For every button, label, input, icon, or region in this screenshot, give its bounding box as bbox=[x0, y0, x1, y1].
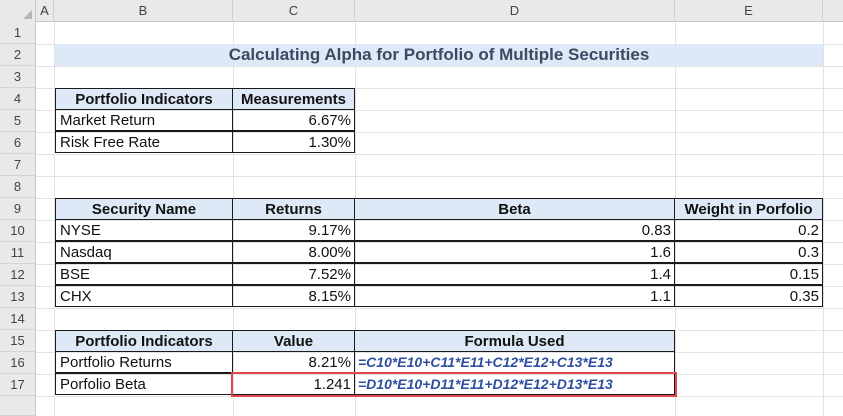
gridline bbox=[36, 132, 843, 133]
table2-cell[interactable]: 7.52% bbox=[232, 263, 355, 285]
table3-cell[interactable]: Portfolio Returns bbox=[55, 351, 233, 373]
table2-cell[interactable]: 8.00% bbox=[232, 241, 355, 263]
column-header-c[interactable]: C bbox=[233, 0, 355, 22]
table2-cell[interactable]: 9.17% bbox=[232, 219, 355, 241]
row-header-17[interactable]: 17 bbox=[0, 374, 36, 396]
table1-header-indicators[interactable]: Portfolio Indicators bbox=[55, 88, 233, 110]
row-header-15[interactable]: 15 bbox=[0, 330, 36, 352]
table1-cell[interactable]: 6.67% bbox=[232, 109, 355, 131]
table3-header-indicators[interactable]: Portfolio Indicators bbox=[55, 330, 233, 352]
highlight-box bbox=[231, 372, 677, 397]
formula-text[interactable]: =C10*E10+C11*E11+C12*E12+C13*E13 bbox=[354, 351, 675, 373]
table2-cell[interactable]: 0.35 bbox=[674, 285, 823, 307]
column-header-e[interactable]: E bbox=[675, 0, 823, 22]
row-header-16[interactable]: 16 bbox=[0, 352, 36, 374]
row-header-4[interactable]: 4 bbox=[0, 88, 36, 110]
table2-header-weight[interactable]: Weight in Porfolio bbox=[674, 198, 823, 220]
gridline bbox=[36, 66, 843, 67]
row-header-10[interactable]: 10 bbox=[0, 220, 36, 242]
table1-cell[interactable]: Market Return bbox=[55, 109, 233, 131]
row-header-6[interactable]: 6 bbox=[0, 132, 36, 154]
select-all-corner[interactable] bbox=[0, 0, 36, 22]
row-header-14[interactable]: 14 bbox=[0, 308, 36, 330]
select-all-icon bbox=[23, 10, 32, 19]
table2-cell[interactable]: 0.83 bbox=[354, 219, 675, 241]
row-header-11[interactable]: 11 bbox=[0, 242, 36, 264]
table1-cell[interactable]: Risk Free Rate bbox=[55, 131, 233, 153]
row-header-3[interactable]: 3 bbox=[0, 66, 36, 88]
column-header-d[interactable]: D bbox=[355, 0, 675, 22]
gridline bbox=[36, 264, 843, 265]
sheet-title[interactable]: Calculating Alpha for Portfolio of Multi… bbox=[55, 44, 823, 66]
gridline bbox=[36, 308, 843, 309]
table3-header-formula[interactable]: Formula Used bbox=[354, 330, 675, 352]
gridline bbox=[36, 352, 843, 353]
gridline bbox=[36, 176, 843, 177]
table2-cell[interactable]: NYSE bbox=[55, 219, 233, 241]
gridline bbox=[36, 88, 843, 89]
gridline bbox=[36, 220, 843, 221]
table2-cell[interactable]: 1.1 bbox=[354, 285, 675, 307]
row-header-9[interactable]: 9 bbox=[0, 198, 36, 220]
row-header-1[interactable]: 1 bbox=[0, 22, 36, 44]
row-header-5[interactable]: 5 bbox=[0, 110, 36, 132]
table2-cell[interactable]: 8.15% bbox=[232, 285, 355, 307]
row-header-13[interactable]: 13 bbox=[0, 286, 36, 308]
table2-cell[interactable]: 1.4 bbox=[354, 263, 675, 285]
row-header-18[interactable] bbox=[0, 396, 36, 416]
row-header-7[interactable]: 7 bbox=[0, 154, 36, 176]
gridline bbox=[36, 374, 843, 375]
table2-cell[interactable]: BSE bbox=[55, 263, 233, 285]
gridline bbox=[36, 286, 843, 287]
table3-cell[interactable]: Porfolio Beta bbox=[55, 373, 233, 395]
row-header-8[interactable]: 8 bbox=[0, 176, 36, 198]
gridline bbox=[36, 154, 843, 155]
table2-cell[interactable]: 0.3 bbox=[674, 241, 823, 263]
table3-cell[interactable]: 8.21% bbox=[232, 351, 355, 373]
table2-cell[interactable]: CHX bbox=[55, 285, 233, 307]
table2-cell[interactable]: 1.6 bbox=[354, 241, 675, 263]
column-header-a[interactable]: A bbox=[36, 0, 54, 22]
table2-cell[interactable]: Nasdaq bbox=[55, 241, 233, 263]
row-header-12[interactable]: 12 bbox=[0, 264, 36, 286]
table2-header-returns[interactable]: Returns bbox=[232, 198, 355, 220]
table2-cell[interactable]: 0.2 bbox=[674, 219, 823, 241]
column-header-f[interactable] bbox=[823, 0, 843, 22]
table3-header-value[interactable]: Value bbox=[232, 330, 355, 352]
table2-header-security[interactable]: Security Name bbox=[55, 198, 233, 220]
gridline bbox=[36, 110, 843, 111]
table1-cell[interactable]: 1.30% bbox=[232, 131, 355, 153]
table2-cell[interactable]: 0.15 bbox=[674, 263, 823, 285]
gridline bbox=[36, 242, 843, 243]
table2-header-beta[interactable]: Beta bbox=[354, 198, 675, 220]
column-header-bar bbox=[0, 0, 843, 22]
gridline bbox=[823, 22, 824, 416]
table1-header-measurements[interactable]: Measurements bbox=[232, 88, 355, 110]
column-header-b[interactable]: B bbox=[54, 0, 233, 22]
row-header-2[interactable]: 2 bbox=[0, 44, 36, 66]
gridline bbox=[54, 22, 55, 416]
